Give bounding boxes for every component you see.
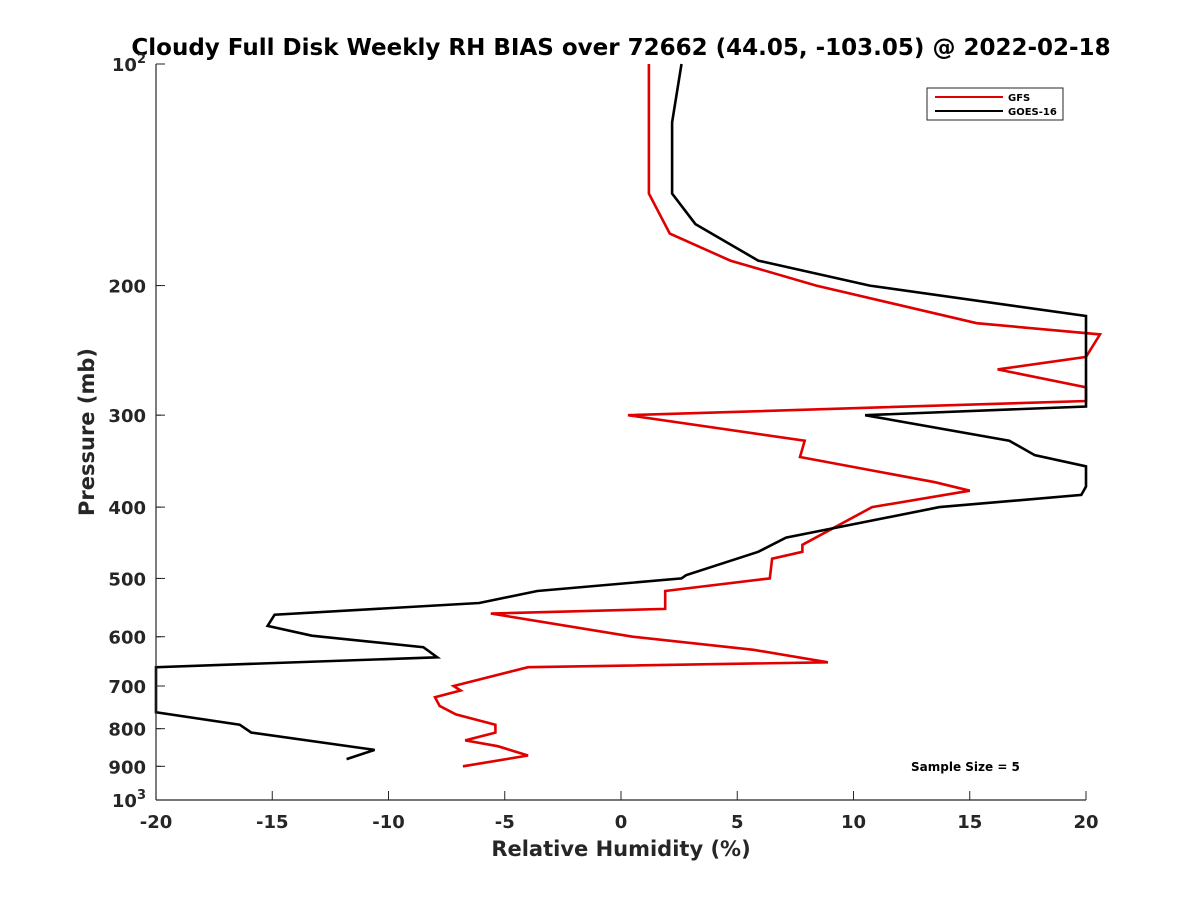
- y-tick-label: 400: [108, 498, 146, 519]
- y-tick-label: 500: [108, 569, 146, 590]
- x-axis-label: Relative Humidity (%): [491, 837, 750, 861]
- x-tick-label: -20: [140, 812, 173, 833]
- x-tick-label: 20: [1073, 812, 1098, 833]
- series-line-goes16: [154, 63, 1088, 761]
- x-ticks: -20 -15 -10 -5 0 5 10 15 20: [140, 791, 1099, 833]
- y-axis-label: Pressure (mb): [75, 348, 99, 516]
- x-tick-label: 5: [731, 812, 744, 833]
- x-tick-label: -10: [372, 812, 405, 833]
- legend-label-gfs: GFS: [1008, 93, 1030, 104]
- y-ticks: 102 200 300 400 500 600 700 800 900 103: [108, 52, 165, 812]
- x-tick-label: 15: [957, 812, 982, 833]
- legend: GFS GOES-16: [926, 87, 1064, 121]
- legend-box: [926, 87, 1064, 121]
- x-tick-label: 10: [841, 812, 866, 833]
- y-tick-label: 300: [108, 406, 146, 427]
- x-tick-label: -5: [495, 812, 515, 833]
- series-line-gfs: [433, 64, 1103, 768]
- y-tick-label: 102: [112, 52, 146, 76]
- y-tick-label: 103: [112, 788, 146, 812]
- series-layer: [154, 63, 1103, 768]
- y-tick-label: 700: [108, 677, 146, 698]
- sample-size-annotation: Sample Size = 5: [911, 760, 1020, 774]
- legend-label-goes16: GOES-16: [1008, 107, 1057, 118]
- y-tick-label: 600: [108, 628, 146, 649]
- chart-title: Cloudy Full Disk Weekly RH BIAS over 726…: [131, 35, 1110, 61]
- x-tick-label: -15: [256, 812, 289, 833]
- y-tick-label: 900: [108, 757, 146, 778]
- y-tick-label: 200: [108, 277, 146, 298]
- x-tick-label: 0: [615, 812, 628, 833]
- y-tick-label: 800: [108, 720, 146, 741]
